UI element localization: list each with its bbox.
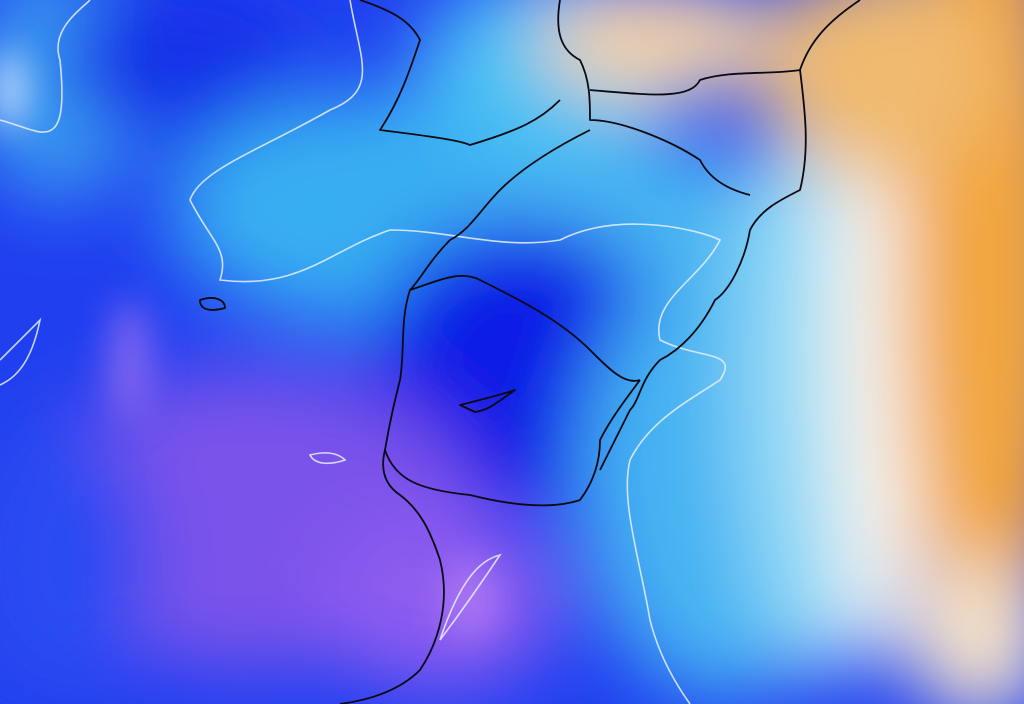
borders bbox=[199, 0, 861, 704]
contour-lines bbox=[0, 0, 727, 704]
